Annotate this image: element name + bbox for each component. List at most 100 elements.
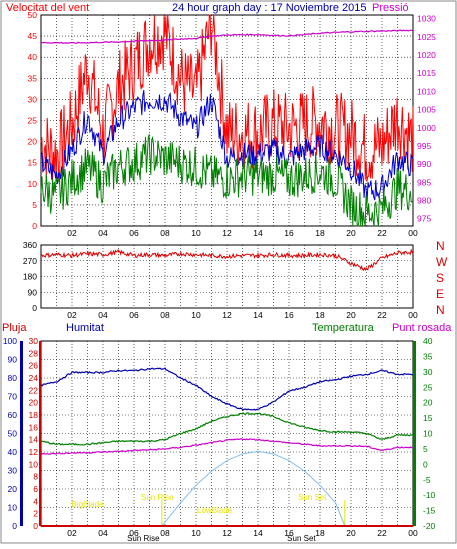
rain-tick-label: 20 bbox=[29, 398, 39, 408]
x-tick-label: 12 bbox=[222, 528, 232, 538]
compass-label: N bbox=[436, 303, 445, 317]
pressure-tick-label: 995 bbox=[417, 141, 431, 151]
x-tick-label: 06 bbox=[129, 528, 139, 538]
wind-tick-label: 50 bbox=[28, 10, 38, 20]
rain-tick-label: 16 bbox=[29, 422, 39, 432]
temperature-tick-label: -10 bbox=[423, 490, 436, 500]
x-tick-label: 16 bbox=[284, 528, 294, 538]
annotation-label: Sun Set bbox=[287, 534, 316, 543]
pressure-tick-label: 990 bbox=[417, 159, 431, 169]
x-tick-label: 22 bbox=[377, 228, 387, 238]
temperature-tick-label: 25 bbox=[423, 382, 433, 392]
temperature-label: Temperatura bbox=[312, 322, 375, 334]
x-tick-label: 00 bbox=[408, 310, 418, 320]
x-tick-label: 18 bbox=[315, 228, 325, 238]
wind-direction-line bbox=[40, 248, 414, 272]
annotation-label: BigBlade bbox=[71, 500, 104, 509]
temperature-tick-label: 30 bbox=[423, 367, 433, 377]
temperature-axis-bar bbox=[413, 341, 416, 526]
wind-tick-label: 15 bbox=[28, 158, 38, 168]
humidity-line bbox=[40, 367, 414, 411]
x-tick-label: 04 bbox=[98, 228, 108, 238]
humidity-tick-label: 90 bbox=[8, 355, 18, 365]
temperature-tick-label: 0 bbox=[423, 459, 428, 469]
humidity-tick-label: 20 bbox=[8, 484, 18, 494]
pressure-tick-label: 985 bbox=[417, 177, 431, 187]
annotation-labels: BigBlade Sun Rise Sun Rise LowBlade Sun Set S… bbox=[71, 493, 327, 543]
humidity-axis-bar bbox=[20, 341, 23, 526]
x-tick-label: 10 bbox=[191, 310, 201, 320]
humidity-tick-label: 50 bbox=[8, 429, 18, 439]
rain-tick-label: 10 bbox=[29, 459, 39, 469]
x-tick-label: 04 bbox=[98, 310, 108, 320]
humidity-label: Humitat bbox=[66, 322, 104, 334]
rain-tick-label: 8 bbox=[33, 472, 38, 482]
dewpoint-label: Punt rosada bbox=[392, 322, 452, 334]
temperature-tick-label: 5 bbox=[423, 444, 428, 454]
compass-label: S bbox=[436, 271, 444, 285]
rain-axis-bar bbox=[39, 341, 41, 526]
rain-tick-label: 30 bbox=[29, 336, 39, 346]
temperature-tick-label: 35 bbox=[423, 351, 433, 361]
x-tick-label: 00 bbox=[408, 228, 418, 238]
rain-tick-label: 6 bbox=[33, 484, 38, 494]
rain-tick-label: 18 bbox=[29, 410, 39, 420]
humidity-tick-label: 60 bbox=[8, 410, 18, 420]
humidity-tick-label: 70 bbox=[8, 392, 18, 402]
rain-tick-label: 24 bbox=[29, 373, 39, 383]
pressure-tick-label: 1020 bbox=[417, 50, 436, 60]
x-tick-label: 10 bbox=[191, 228, 201, 238]
x-tick-label: 08 bbox=[160, 310, 170, 320]
x-tick-label: 02 bbox=[67, 528, 77, 538]
direction-tick-label: 360 bbox=[23, 240, 37, 250]
x-tick-label: 00 bbox=[408, 528, 418, 538]
x-tick-label: 12 bbox=[222, 310, 232, 320]
sun-elevation-curve bbox=[161, 450, 346, 527]
x-tick-label: 14 bbox=[253, 228, 263, 238]
pressure-line bbox=[40, 29, 414, 44]
x-tick-label: 20 bbox=[346, 228, 356, 238]
humidity-tick-label: 30 bbox=[8, 466, 18, 476]
compass-label: N bbox=[436, 239, 445, 253]
pressure-tick-label: 975 bbox=[417, 214, 431, 224]
wind-tick-label: 35 bbox=[28, 73, 38, 83]
compass-label: E bbox=[436, 287, 444, 301]
rain-tick-label: 22 bbox=[29, 385, 39, 395]
pressure-tick-label: 980 bbox=[417, 196, 431, 206]
humidity-tick-label: 0 bbox=[12, 521, 17, 531]
rain-tick-label: 26 bbox=[29, 361, 39, 371]
temperature-line bbox=[40, 412, 414, 446]
x-tick-label: 14 bbox=[253, 528, 263, 538]
x-tick-label: 20 bbox=[346, 528, 356, 538]
pressure-tick-label: 1005 bbox=[417, 105, 436, 115]
annotation-label: LowBlade bbox=[197, 506, 233, 515]
annotation-label: Sun Rise bbox=[141, 493, 174, 502]
x-tick-label: 06 bbox=[129, 228, 139, 238]
x-tick-label: 16 bbox=[284, 310, 294, 320]
wind-tick-label: 0 bbox=[32, 221, 37, 231]
rain-tick-label: 2 bbox=[33, 509, 38, 519]
dewpoint-line bbox=[40, 438, 414, 455]
pressure-tick-label: 1025 bbox=[417, 32, 436, 42]
compass-label: W bbox=[436, 255, 448, 269]
temperature-tick-label: -5 bbox=[423, 475, 431, 485]
temperature-tick-label: -20 bbox=[423, 521, 436, 531]
wind-tick-label: 10 bbox=[28, 179, 38, 189]
x-tick-label: 02 bbox=[67, 310, 77, 320]
rain-tick-label: 0 bbox=[33, 521, 38, 531]
x-tick-label: 08 bbox=[160, 228, 170, 238]
wind-tick-label: 5 bbox=[32, 200, 37, 210]
wind-avg-line bbox=[40, 90, 414, 204]
wind-tick-label: 20 bbox=[28, 137, 38, 147]
humidity-tick-label: 80 bbox=[8, 373, 18, 383]
x-tick-label: 12 bbox=[222, 228, 232, 238]
annotation-label: Sun Set bbox=[298, 493, 327, 502]
temperature-tick-label: 40 bbox=[423, 336, 433, 346]
pressure-tick-label: 1000 bbox=[417, 123, 436, 133]
humidity-tick-label: 100 bbox=[3, 336, 17, 346]
series-lines bbox=[40, 14, 414, 527]
x-tick-label: 22 bbox=[377, 310, 387, 320]
